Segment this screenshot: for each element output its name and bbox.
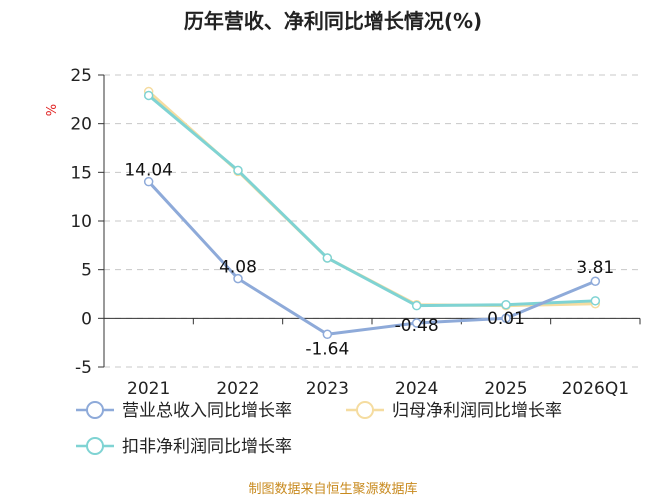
- data-point-2: [411, 300, 422, 311]
- y-axis-unit: %: [45, 104, 60, 116]
- legend-label: 营业总收入同比增长率: [122, 401, 292, 421]
- data-point-0: [143, 176, 154, 187]
- x-tick-label: 2023: [306, 379, 349, 399]
- x-tick-labels: 2021 2022 2023 2024 2025 2026Q1: [127, 379, 629, 399]
- x-tick-label: 2024: [395, 379, 438, 399]
- legend-label: 归母净利润同比增长率: [392, 401, 562, 421]
- y-tick-label: 0: [81, 309, 92, 329]
- data-point-0: [590, 276, 601, 286]
- chart-title: 历年营收、净利同比增长情况(%): [184, 9, 482, 33]
- legend-item-2: 扣非净利润同比增长率: [76, 437, 292, 457]
- data-point-2: [233, 165, 243, 176]
- y-tick-label: 5: [81, 261, 92, 281]
- source-note: 制图数据来自恒生聚源数据库: [248, 481, 417, 497]
- series-lines: [143, 86, 601, 340]
- data-labels: 14.04 4.08 -1.64 -0.48 0.01 3.81: [124, 161, 614, 360]
- data-label: 4.08: [219, 258, 257, 278]
- legend-marker: [356, 401, 374, 419]
- axes: [103, 75, 641, 367]
- x-tick-label: 2025: [484, 379, 527, 399]
- data-label: 0.01: [487, 309, 525, 329]
- data-point-2: [590, 296, 601, 306]
- series-line-2: [147, 94, 596, 308]
- legend-item-0: 营业总收入同比增长率: [76, 401, 292, 421]
- data-point-0: [322, 329, 333, 340]
- data-point-0: [233, 273, 243, 284]
- data-point-0: [501, 313, 511, 323]
- x-tick-label: 2022: [216, 379, 259, 399]
- legend-marker: [86, 437, 104, 455]
- data-label: -1.64: [305, 339, 349, 359]
- y-tick-label: 10: [70, 212, 92, 232]
- y-tick-labels: -5 0 5 10 15 20 25: [70, 66, 92, 378]
- data-label: 3.81: [576, 258, 614, 278]
- legend-label: 扣非净利润同比增长率: [122, 437, 292, 457]
- y-tick-label: 20: [70, 115, 92, 135]
- legend-item-1: 归母净利润同比增长率: [346, 401, 562, 421]
- x-tick-label: 2021: [127, 379, 170, 399]
- y-tick-label: 15: [70, 163, 92, 183]
- data-point-2: [501, 299, 511, 310]
- data-point-2: [322, 253, 333, 263]
- data-label: -0.48: [395, 316, 439, 336]
- data-label: 14.04: [124, 161, 173, 181]
- y-tick-label: -5: [75, 358, 92, 378]
- series-line-0: [147, 180, 596, 336]
- y-tick-label: 25: [70, 66, 92, 86]
- data-point-2: [143, 90, 154, 101]
- data-point-0: [411, 318, 422, 328]
- legend-marker: [86, 401, 104, 419]
- x-tick-label: 2026Q1: [562, 379, 629, 399]
